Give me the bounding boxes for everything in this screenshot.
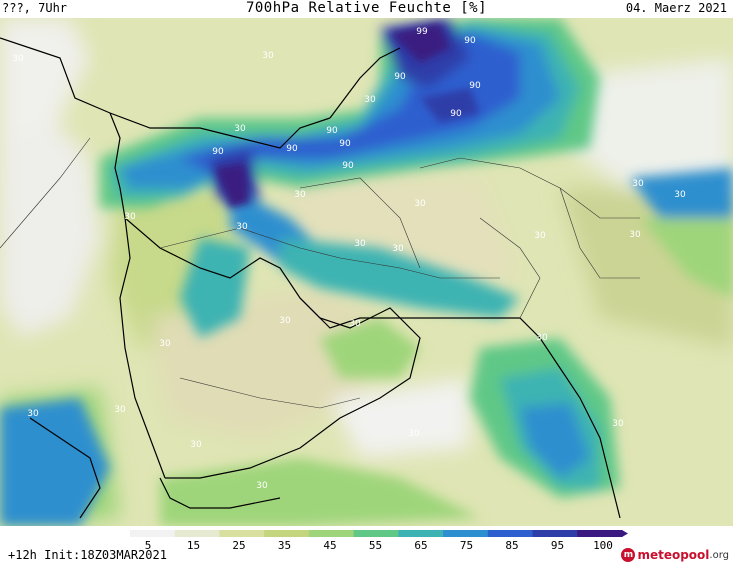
logo-name: meteopool (637, 548, 710, 562)
legend-tick-label: 55 (369, 539, 382, 552)
meteopool-logo[interactable]: m meteopool .org (621, 545, 729, 565)
contour-label: 90 (469, 81, 481, 91)
legend-tick-label: 75 (460, 539, 473, 552)
map-title: 700hPa Relative Feuchte [%] (245, 0, 488, 16)
legend-swatch (577, 530, 623, 537)
contour-label: 30 (262, 51, 274, 61)
contour-label: 30 (27, 409, 39, 419)
contour-label: 30 (294, 190, 306, 200)
contour-label: 30 (279, 316, 291, 326)
contour-label: 90 (212, 147, 224, 157)
contour-label: 30 (12, 54, 24, 64)
contour-label: 30 (392, 244, 404, 254)
contour-label: 90 (394, 72, 406, 82)
contour-label: 30 (534, 231, 546, 241)
contour-label: 30 (124, 212, 136, 222)
contour-label: 30 (536, 333, 548, 343)
forecast-date: 04. Maerz 2021 (625, 1, 727, 15)
init-time-label: +12h Init:18Z03MAR2021 (8, 548, 167, 562)
legend-arrow (622, 530, 628, 537)
contour-label: 30 (674, 190, 686, 200)
contour-label: 30 (234, 124, 246, 134)
contour-label: 30 (159, 339, 171, 349)
map-region-label: ???, 7Uhr (2, 1, 68, 15)
legend-swatch (398, 530, 444, 537)
contour-label: 30 (114, 405, 126, 415)
contour-label: 90 (339, 139, 351, 149)
legend-swatch (308, 530, 355, 537)
humidity-map: 9990909090909090909030303030303030303030… (0, 18, 733, 526)
legend-tick-label: 100 (593, 539, 613, 552)
legend-swatch (532, 530, 578, 537)
contour-label: 30 (408, 429, 420, 439)
contour-label: 30 (364, 95, 376, 105)
country-borders (0, 137, 640, 409)
legend-swatch (130, 530, 176, 537)
coastlines (0, 37, 621, 519)
legend-tick-label: 45 (323, 539, 336, 552)
contour-label: 90 (286, 144, 298, 154)
legend-swatch (264, 530, 310, 537)
color-legend: 5 15 25 35 45 55 65 75 85 95 100 (130, 530, 628, 552)
contour-label: 90 (450, 109, 462, 119)
contour-label: 99 (416, 27, 428, 37)
contour-label: 30 (349, 319, 361, 329)
logo-mark-icon: m (621, 548, 636, 562)
legend-tick-label: 5 (145, 539, 152, 552)
legend-tick-label: 35 (278, 539, 291, 552)
legend-swatch (353, 530, 399, 537)
contour-label: 30 (354, 239, 366, 249)
contour-label: 30 (632, 179, 644, 189)
legend-tick-label: 95 (551, 539, 564, 552)
legend-tick-label: 25 (232, 539, 245, 552)
contour-label: 90 (342, 161, 354, 171)
legend-swatch (443, 530, 489, 537)
contour-label: 30 (236, 222, 248, 232)
legend-swatch (219, 530, 265, 537)
legend-tick-label: 15 (187, 539, 200, 552)
legend-swatch (174, 530, 220, 537)
contour-labels: 9990909090909090909030303030303030303030… (12, 27, 686, 491)
legend-tick-label: 85 (505, 539, 518, 552)
contour-label: 30 (612, 419, 624, 429)
contour-label: 30 (629, 230, 641, 240)
legend-tick-label: 65 (414, 539, 427, 552)
contour-label: 90 (326, 126, 338, 136)
contour-label: 30 (414, 199, 426, 209)
legend-swatch (487, 530, 534, 537)
logo-tld: .org (709, 549, 729, 561)
contour-label: 30 (256, 481, 268, 491)
dark-core (215, 23, 480, 208)
contour-label: 90 (464, 36, 476, 46)
contour-label: 30 (190, 440, 202, 450)
